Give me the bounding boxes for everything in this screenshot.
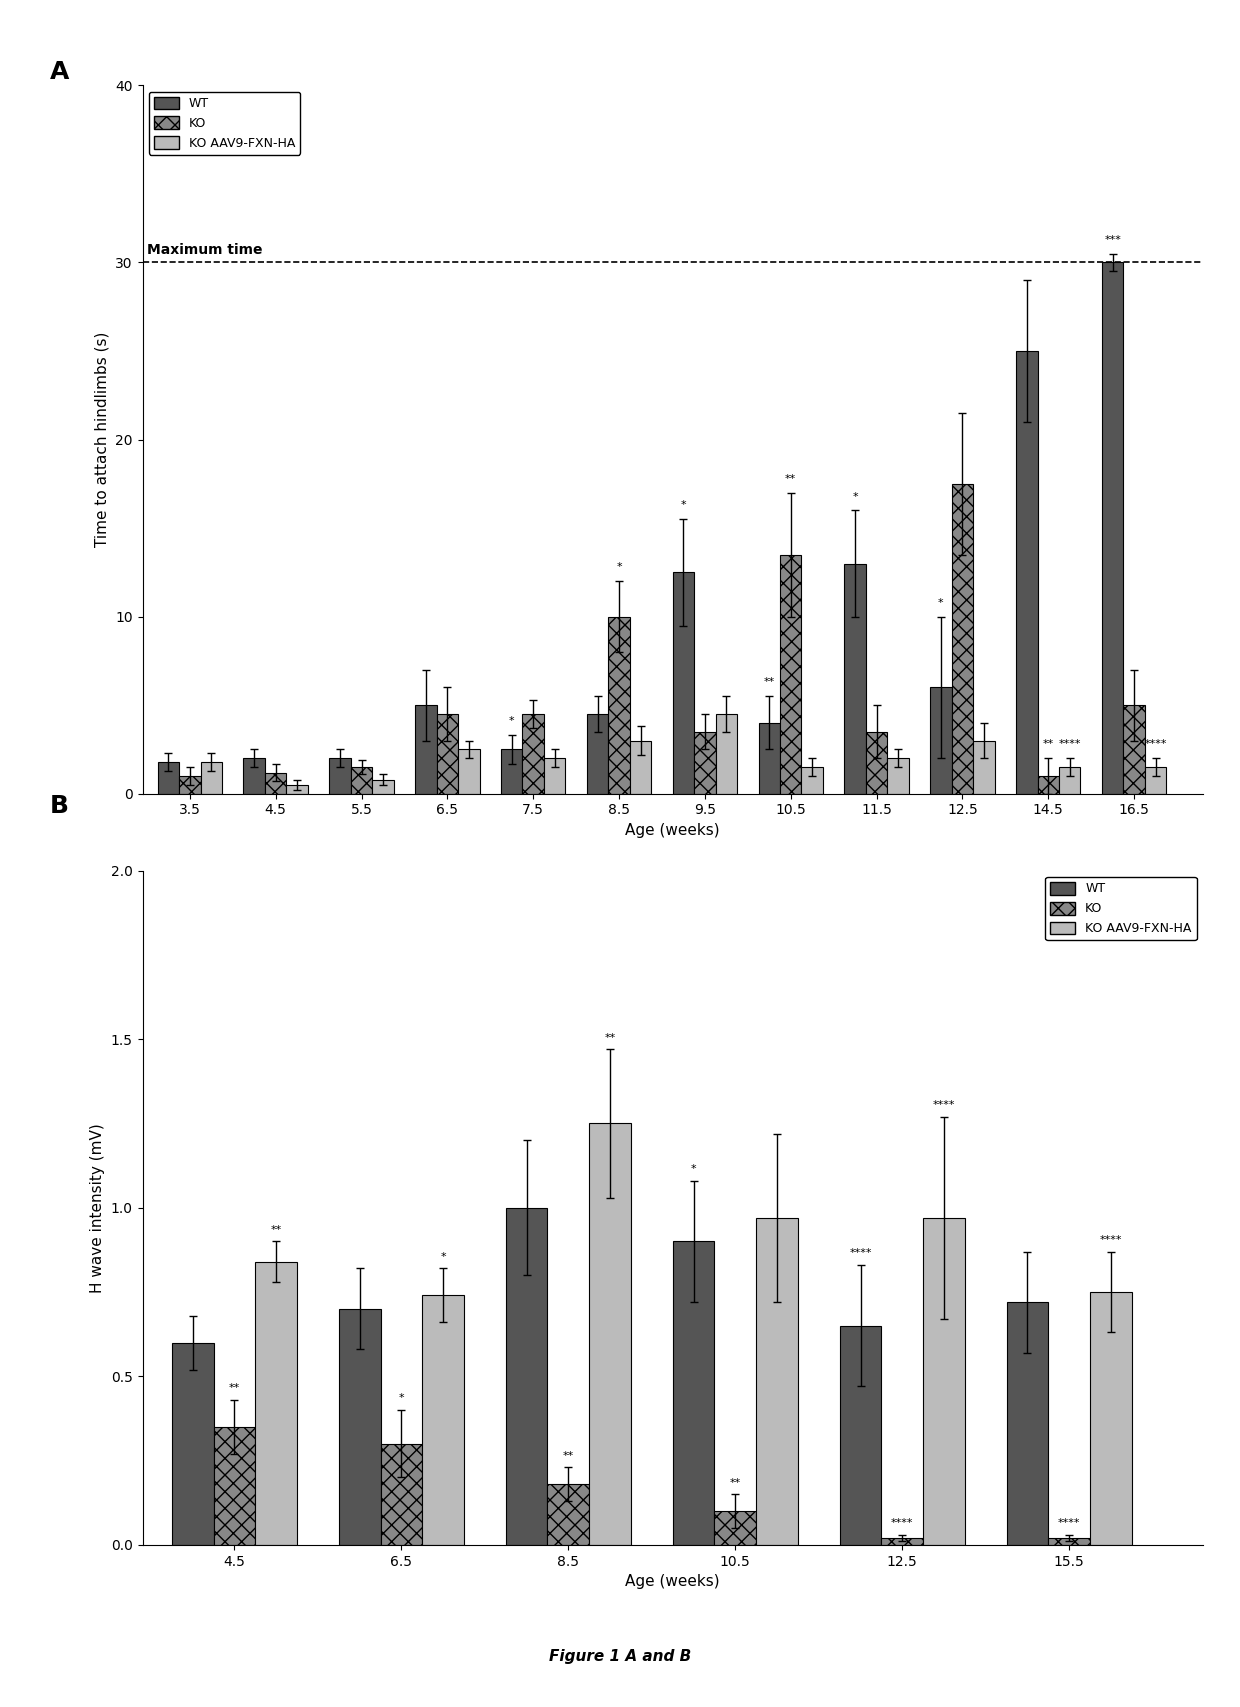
Bar xyxy=(672,1241,714,1545)
Text: **: ** xyxy=(563,1451,574,1461)
Bar xyxy=(243,758,265,794)
Text: Maximum time: Maximum time xyxy=(146,242,263,258)
Text: *: * xyxy=(691,1164,697,1174)
Bar xyxy=(501,749,522,794)
Bar xyxy=(844,563,866,794)
Bar xyxy=(839,1326,882,1545)
Text: ****: **** xyxy=(1058,1518,1080,1528)
Bar xyxy=(780,555,801,794)
Text: B: B xyxy=(50,794,68,818)
Bar xyxy=(930,688,952,794)
Text: *: * xyxy=(508,717,515,727)
Text: ***: *** xyxy=(1105,236,1121,244)
Bar xyxy=(1090,1292,1132,1545)
Text: A: A xyxy=(50,60,69,84)
Bar xyxy=(1007,1302,1048,1545)
Bar xyxy=(458,749,480,794)
Bar xyxy=(286,785,308,794)
Y-axis label: H wave intensity (mV): H wave intensity (mV) xyxy=(91,1123,105,1292)
Bar xyxy=(544,758,565,794)
Bar xyxy=(973,741,994,794)
Bar xyxy=(1038,777,1059,794)
Y-axis label: Time to attach hindlimbs (s): Time to attach hindlimbs (s) xyxy=(94,331,109,548)
Text: **: ** xyxy=(785,475,796,483)
Bar xyxy=(1102,263,1123,794)
Text: *: * xyxy=(398,1393,404,1403)
Bar xyxy=(522,714,544,794)
Bar xyxy=(179,777,201,794)
Text: Figure 1 A and B: Figure 1 A and B xyxy=(549,1649,691,1664)
Bar xyxy=(339,1309,381,1545)
Text: ****: **** xyxy=(892,1518,914,1528)
Bar xyxy=(436,714,458,794)
Bar xyxy=(756,1217,797,1545)
Text: ****: **** xyxy=(932,1099,955,1110)
Bar xyxy=(1016,352,1038,794)
Text: *: * xyxy=(852,492,858,502)
Bar xyxy=(714,1511,756,1545)
Text: **: ** xyxy=(270,1224,281,1234)
Bar xyxy=(157,761,179,794)
Legend: WT, KO, KO AAV9-FXN-HA: WT, KO, KO AAV9-FXN-HA xyxy=(149,92,300,155)
Bar xyxy=(866,732,888,794)
Text: *: * xyxy=(440,1251,446,1261)
Text: **: ** xyxy=(229,1383,241,1393)
Bar xyxy=(952,483,973,794)
Legend: WT, KO, KO AAV9-FXN-HA: WT, KO, KO AAV9-FXN-HA xyxy=(1045,877,1197,941)
Text: **: ** xyxy=(604,1033,616,1043)
Bar xyxy=(587,714,609,794)
Bar xyxy=(882,1538,923,1545)
Bar xyxy=(1048,1538,1090,1545)
Bar xyxy=(694,732,715,794)
Bar xyxy=(423,1296,464,1545)
Bar xyxy=(801,766,823,794)
Bar xyxy=(715,714,737,794)
Text: ****: **** xyxy=(1145,739,1167,749)
Text: **: ** xyxy=(764,678,775,688)
Text: *: * xyxy=(616,562,621,572)
X-axis label: Age (weeks): Age (weeks) xyxy=(625,823,720,838)
Bar xyxy=(415,705,436,794)
Bar xyxy=(381,1444,423,1545)
X-axis label: Age (weeks): Age (weeks) xyxy=(625,1574,720,1589)
Text: ****: **** xyxy=(1059,739,1081,749)
Bar xyxy=(1123,705,1145,794)
Bar xyxy=(1145,766,1167,794)
Bar xyxy=(609,616,630,794)
Text: **: ** xyxy=(729,1478,742,1487)
Text: *: * xyxy=(681,500,686,510)
Bar xyxy=(888,758,909,794)
Text: ****: **** xyxy=(1100,1234,1122,1244)
Text: *: * xyxy=(939,597,944,608)
Bar xyxy=(372,780,393,794)
Text: **: ** xyxy=(1043,739,1054,749)
Bar xyxy=(1059,766,1080,794)
Bar xyxy=(213,1427,255,1545)
Bar xyxy=(506,1209,548,1545)
Bar xyxy=(201,761,222,794)
Bar xyxy=(265,773,286,794)
Bar xyxy=(923,1217,965,1545)
Bar xyxy=(548,1483,589,1545)
Bar xyxy=(672,572,694,794)
Bar xyxy=(589,1123,631,1545)
Bar xyxy=(330,758,351,794)
Text: ****: **** xyxy=(849,1248,872,1258)
Bar xyxy=(351,766,372,794)
Bar xyxy=(759,724,780,794)
Bar xyxy=(172,1342,213,1545)
Bar xyxy=(255,1261,298,1545)
Bar xyxy=(630,741,651,794)
